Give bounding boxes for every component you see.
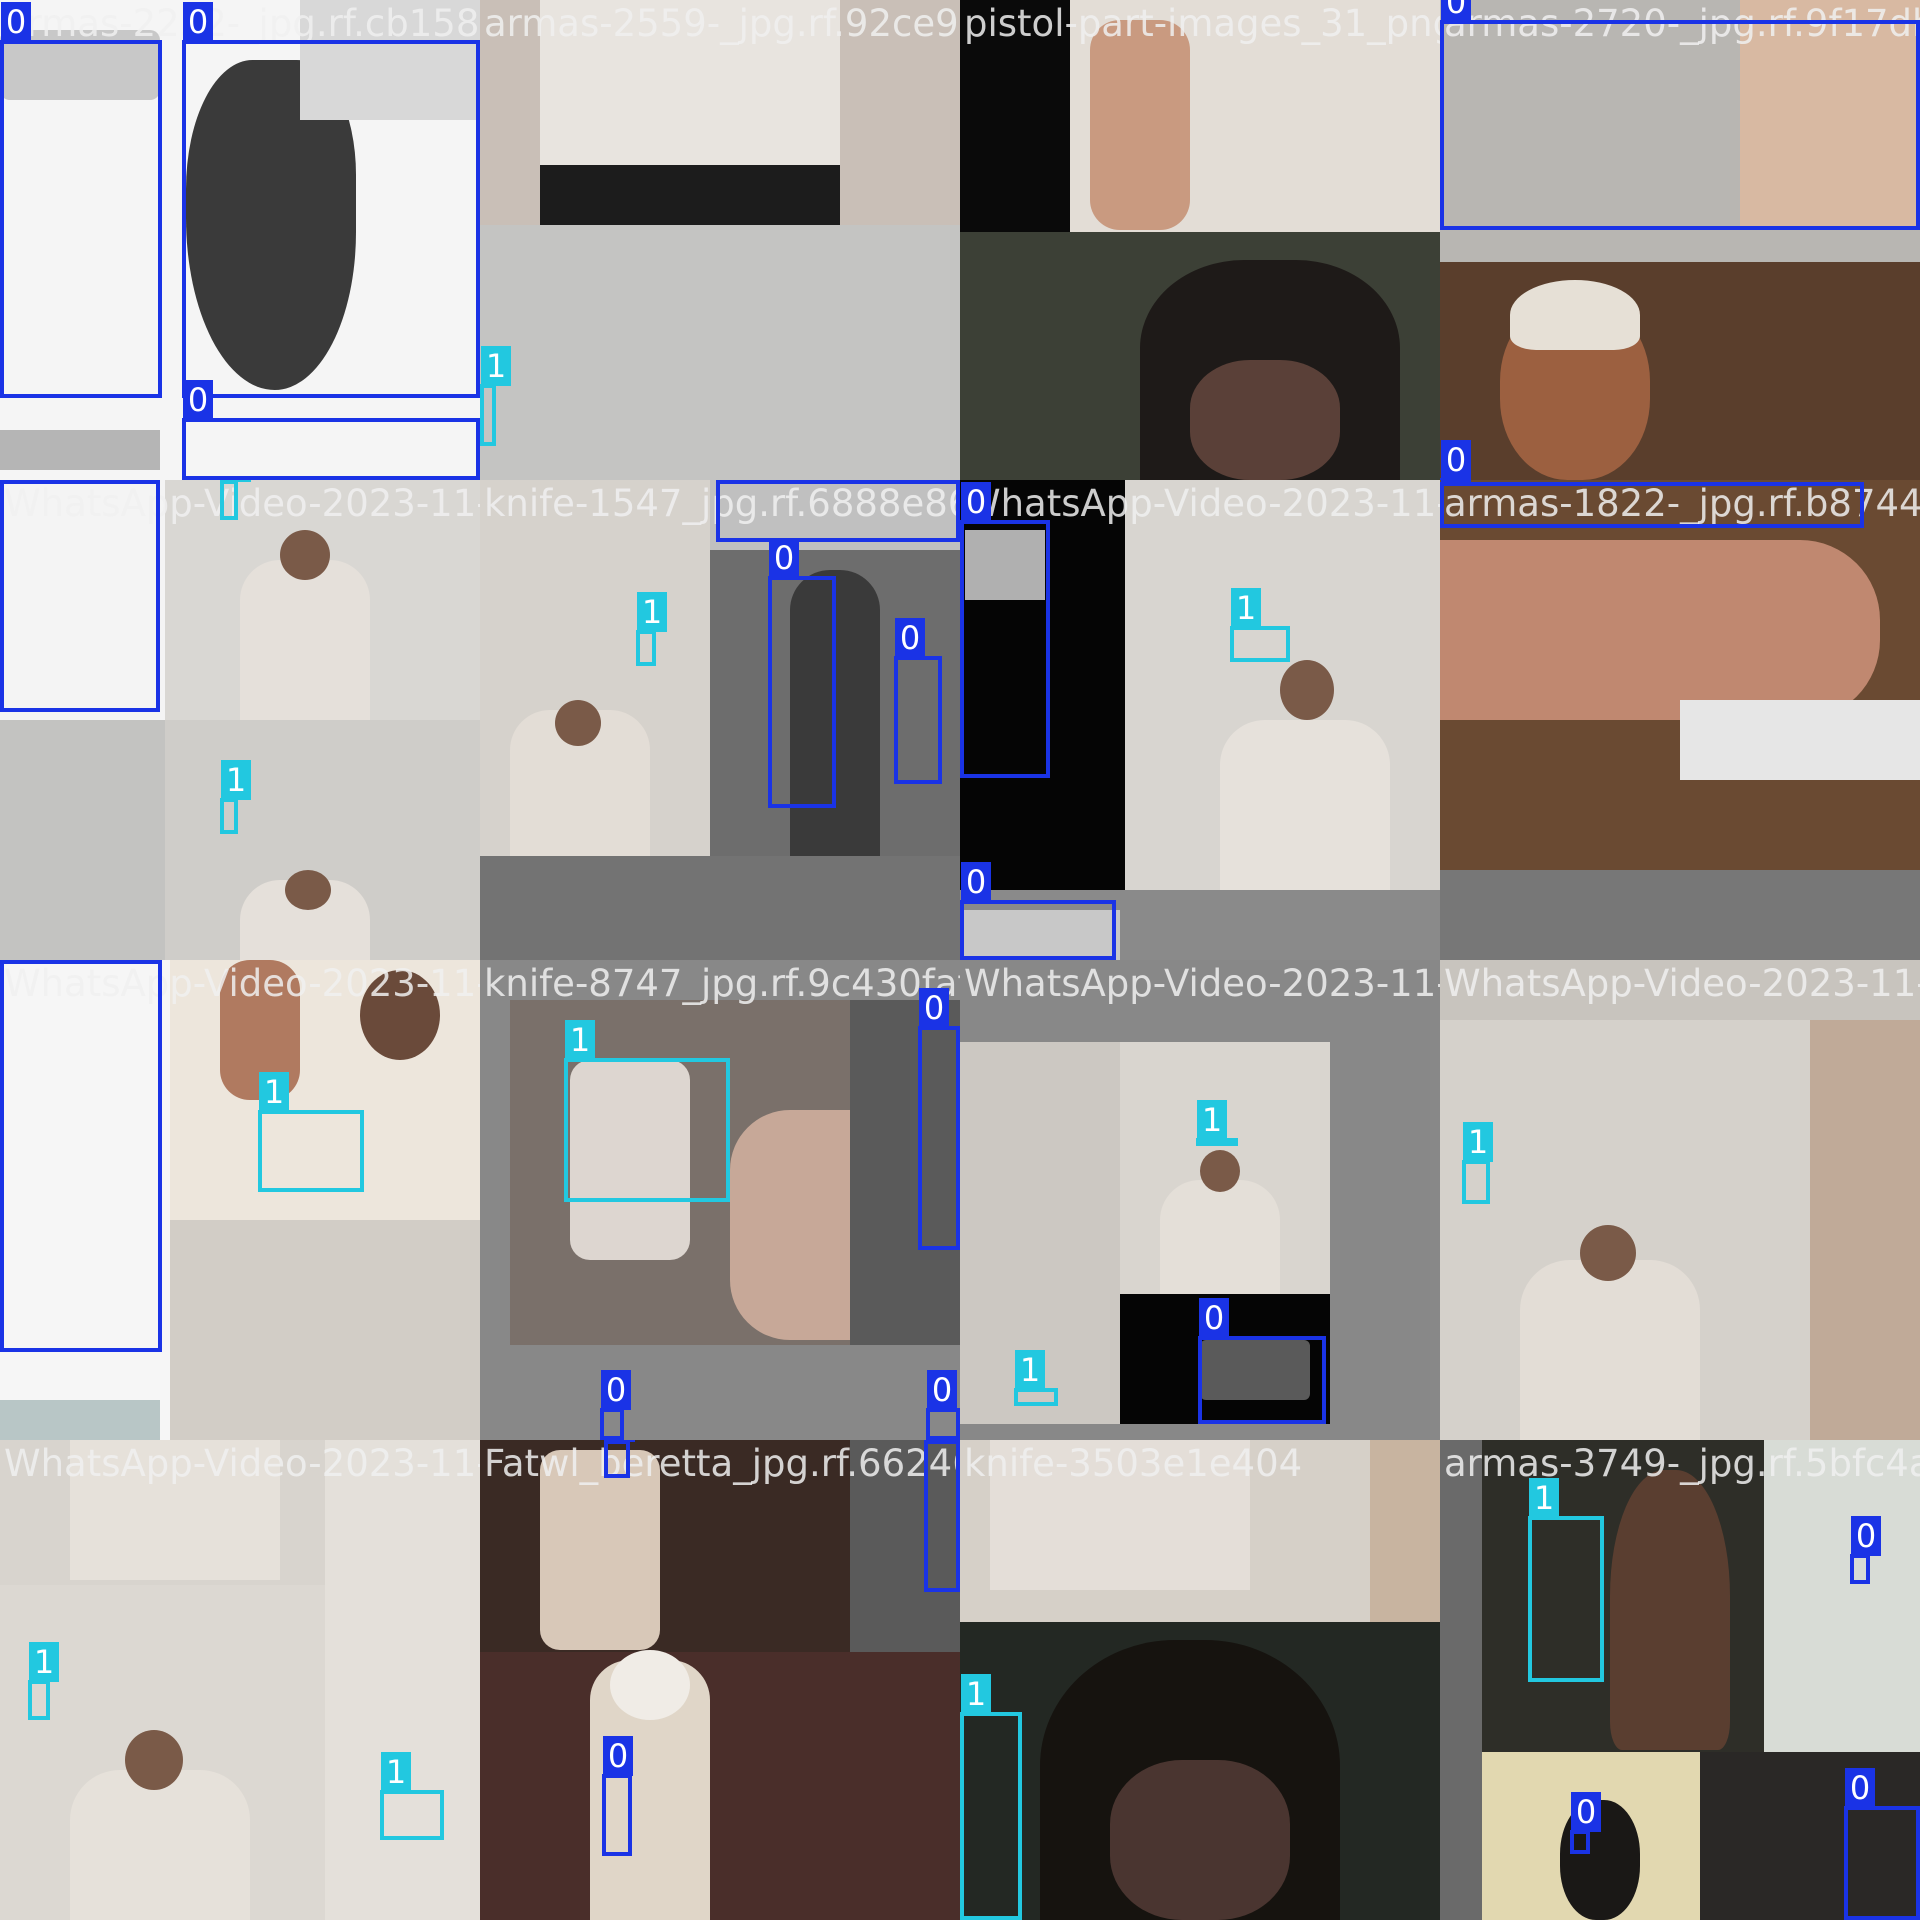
detection-box-class-0: 0 [1198, 1298, 1326, 1424]
mosaic-tile: WhatsApp-Video-2023-11-22 1 1 [0, 1440, 480, 1920]
detection-box-class-0: 0 [960, 862, 1116, 960]
detection-label: 0 [1, 960, 31, 962]
detection-label: 0 [895, 618, 925, 658]
detection-box-class-0: 0 [182, 2, 480, 398]
detection-box-class-0: 0 [602, 1736, 633, 1856]
detection-label: 0 [1, 480, 31, 482]
detection-box-class-1: 1 [1230, 588, 1290, 662]
detection-label: 0 [769, 538, 799, 578]
mosaic-tile: WhatsApp-Video-2023-11-22 0 1 [0, 960, 480, 1440]
detection-label: 0 [925, 1440, 955, 1442]
mosaic-tile: knife-8747_jpg.rf.9c430faf5 1 0 0 0 [480, 960, 960, 1440]
detection-label: 0 [1, 2, 31, 42]
detection-label: 0 [1851, 1516, 1881, 1556]
detection-box-class-1: 1 [1528, 1478, 1604, 1682]
detection-box-class-0: 0 [926, 1370, 960, 1440]
mosaic-tile: armas-1822-_jpg.rf.b8744bb 0 [1440, 480, 1920, 960]
detection-label: 1 [1529, 1478, 1559, 1518]
detection-box-class-0: 0 [1440, 480, 1864, 528]
detection-box-class-0: 0 [768, 538, 836, 808]
detection-label: 0 [183, 380, 213, 420]
detection-label: 1 [1463, 1122, 1493, 1162]
mosaic-tile: pistol-part-images_31_png [960, 0, 1440, 480]
detection-label: 0 [1441, 440, 1471, 480]
detection-label: 1 [961, 1674, 991, 1714]
mosaic-tile: armas-3749-_jpg.rf.5bfc4aa4 1 0 0 0 [1440, 1440, 1920, 1920]
detection-box-class-1: 1 [28, 1642, 59, 1720]
detection-box-class-0: 0 [604, 1440, 635, 1478]
detection-box-class-0: 0 [182, 380, 480, 480]
mosaic-tile: armas-2720-_jpg.rf.9f17dbe 0 0 [1440, 0, 1920, 480]
detection-box-class-0: 0 [0, 480, 160, 712]
detection-label: 0 [961, 862, 991, 902]
detection-label: 1 [481, 346, 511, 386]
detection-label: 1 [565, 1020, 595, 1060]
detection-box-class-0: 0 [1844, 1768, 1920, 1920]
mosaic-tile: armas-2559-_jpg.rf.92ce93fa 1 [480, 0, 960, 480]
detection-box-class-0: 0 [918, 988, 960, 1250]
mosaic-tile: WhatsApp-Video-2023-11-22 0 1 1 [0, 480, 480, 960]
detection-box-class-1: 1 [636, 592, 667, 666]
mosaic-tile: WhatsApp-Video-2023-11-22 1 [1440, 960, 1920, 1440]
detection-box-class-0: 0 [960, 482, 1050, 778]
mosaic-tile: knife-1547_jpg.rf.6888e869cb 0 1 0 0 [480, 480, 960, 960]
detection-box-class-0: 0 [1850, 1516, 1881, 1584]
mosaic-tile: WhatsApp-Video-2023-11-22 1 0 1 [960, 960, 1440, 1440]
detection-label: 0 [1845, 1768, 1875, 1808]
detection-label: 0 [927, 1370, 957, 1410]
detection-box-class-1: 1 [480, 346, 511, 446]
detection-box-class-0: 0 [1440, 0, 1920, 230]
detection-label: 0 [1199, 1298, 1229, 1338]
detection-label: 0 [183, 2, 213, 42]
detection-box-class-0: 0 [894, 618, 942, 784]
tile-filename: WhatsApp-Video-2023-11-22 [964, 962, 1440, 1005]
mosaic-tile: armas-2232-_jpg.rf.cb1582 0 0 0 [0, 0, 480, 480]
detection-label: 1 [1015, 1350, 1045, 1390]
detection-label: 0 [1441, 480, 1471, 484]
detection-box-class-1: 1 [960, 1674, 1022, 1920]
detection-box-class-1: 1 [564, 1020, 730, 1202]
mosaic-tile: Fatwl_beretta_jpg.rf.66246f 0 0 0 [480, 1440, 960, 1920]
detection-label: 1 [381, 1752, 411, 1792]
detection-box-class-1: 1 [380, 1752, 444, 1840]
detection-label: 1 [1197, 1100, 1227, 1140]
mosaic-tile: WhatsApp-Video-2023-11-22 0 1 0 [960, 480, 1440, 960]
detection-label: 1 [221, 480, 251, 482]
detection-box-class-0: 0 [600, 1370, 631, 1440]
detection-box-class-1: 1 [1014, 1350, 1058, 1406]
detection-box-class-0: 0 [1440, 440, 1471, 480]
detection-label: 0 [601, 1370, 631, 1410]
detection-box-class-0: 0 [0, 960, 162, 1352]
detection-box-class-0: 0 [1570, 1792, 1601, 1854]
detection-box-class-1: 1 [220, 760, 251, 834]
detection-label: 0 [1571, 1792, 1601, 1832]
detection-box-class-1: 1 [1196, 1100, 1238, 1146]
detection-box-class-1: 1 [258, 1072, 364, 1192]
detection-box-class-1: 1 [1462, 1122, 1493, 1204]
detection-box-class-0: 0 [716, 480, 960, 542]
detection-label: 0 [605, 1440, 635, 1442]
detection-label: 0 [603, 1736, 633, 1776]
detection-box-class-0: 0 [924, 1440, 960, 1592]
detection-label: 0 [961, 482, 991, 522]
detection-label: 1 [259, 1072, 289, 1112]
detection-box-class-1: 1 [220, 480, 251, 520]
detection-label: 0 [717, 480, 747, 482]
detection-label: 1 [221, 760, 251, 800]
detection-label: 1 [29, 1642, 59, 1682]
detection-label: 0 [1441, 0, 1471, 22]
detection-label: 1 [637, 592, 667, 632]
detection-label: 0 [919, 988, 949, 1028]
detection-label: 1 [1231, 588, 1261, 628]
detection-box-class-0: 0 [0, 2, 162, 398]
mosaic-tile: knife-3503e1e404 1 [960, 1440, 1440, 1920]
